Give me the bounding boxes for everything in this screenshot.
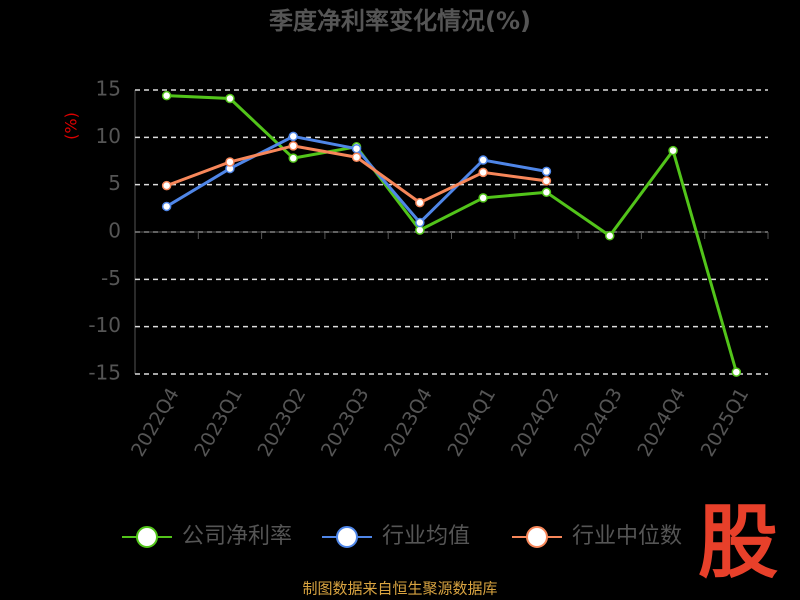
- y-axis-label: (%): [62, 112, 81, 140]
- point: [605, 231, 615, 241]
- point: [541, 187, 552, 197]
- legend-label: 公司净利率: [182, 524, 292, 549]
- source-note: 制图数据来自恒生聚源数据库: [302, 580, 497, 598]
- point: [351, 152, 362, 162]
- point: [541, 176, 552, 186]
- y-tick-label: 5: [108, 171, 121, 195]
- point: [288, 131, 298, 142]
- point: [161, 90, 172, 101]
- legend-marker: [136, 526, 158, 548]
- y-tick-label: 15: [96, 77, 121, 101]
- point: [478, 167, 488, 178]
- point: [161, 201, 172, 212]
- point: [415, 197, 425, 208]
- point: [351, 143, 362, 154]
- point: [478, 155, 488, 165]
- y-tick-label: 10: [96, 124, 121, 148]
- point: [225, 157, 235, 167]
- point: [415, 225, 425, 235]
- point: [288, 141, 298, 151]
- chart-title: 季度净利率变化情况(%): [269, 7, 531, 35]
- point: [225, 93, 235, 104]
- point: [731, 367, 742, 377]
- legend-marker: [526, 526, 548, 548]
- legend-marker: [336, 526, 358, 548]
- point: [161, 180, 172, 191]
- point: [668, 145, 678, 156]
- point: [415, 217, 425, 228]
- y-tick-label: -15: [88, 361, 121, 385]
- point: [541, 166, 552, 177]
- point: [478, 193, 488, 203]
- legend-label: 行业均值: [382, 524, 470, 549]
- point: [288, 153, 298, 163]
- y-tick-label: -5: [101, 266, 121, 290]
- series-line: [166, 94, 738, 373]
- logo: 股: [698, 496, 778, 589]
- legend-label: 行业中位数: [572, 524, 682, 549]
- y-tick-label: -10: [88, 313, 121, 337]
- y-tick-label: 0: [108, 219, 121, 243]
